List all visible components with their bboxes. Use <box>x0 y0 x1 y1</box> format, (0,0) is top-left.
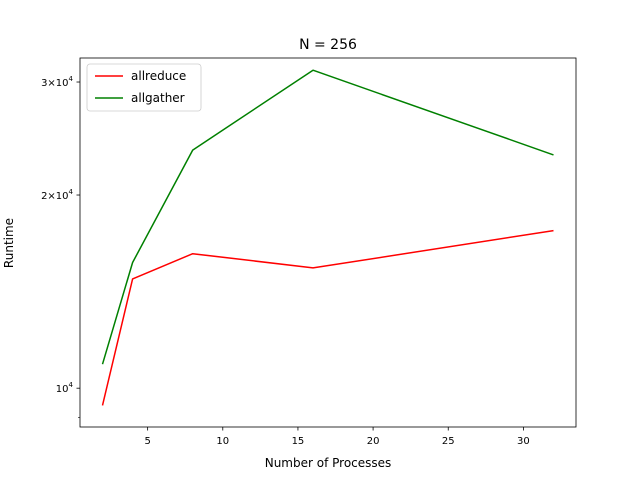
legend-label: allreduce <box>131 69 186 83</box>
y-axis-ticks: 104 2×104 3×104 <box>41 75 80 395</box>
legend: allreduce allgather <box>86 63 202 112</box>
x-tick-label: 20 <box>367 436 380 447</box>
x-tick-label: 10 <box>216 436 229 447</box>
y-tick-label: 3×104 <box>41 75 73 89</box>
y-tick-label: 2×104 <box>41 188 73 202</box>
chart-title: N = 256 <box>299 37 357 53</box>
y-axis-label: Runtime <box>2 218 16 268</box>
series-line-allreduce <box>101 229 554 406</box>
legend-label: allgather <box>131 91 185 105</box>
series-lines <box>101 69 554 406</box>
x-tick-label: 15 <box>292 436 305 447</box>
series-line-allgather <box>101 69 554 365</box>
x-tick-label: 25 <box>442 436 455 447</box>
x-tick-label: 5 <box>144 436 150 447</box>
x-tick-label: 30 <box>517 436 530 447</box>
plot-frame <box>79 57 577 428</box>
y-tick-label: 104 <box>56 381 74 395</box>
x-axis-ticks: 5 10 15 20 25 30 <box>144 427 530 447</box>
x-axis-label: Number of Processes <box>265 456 392 470</box>
